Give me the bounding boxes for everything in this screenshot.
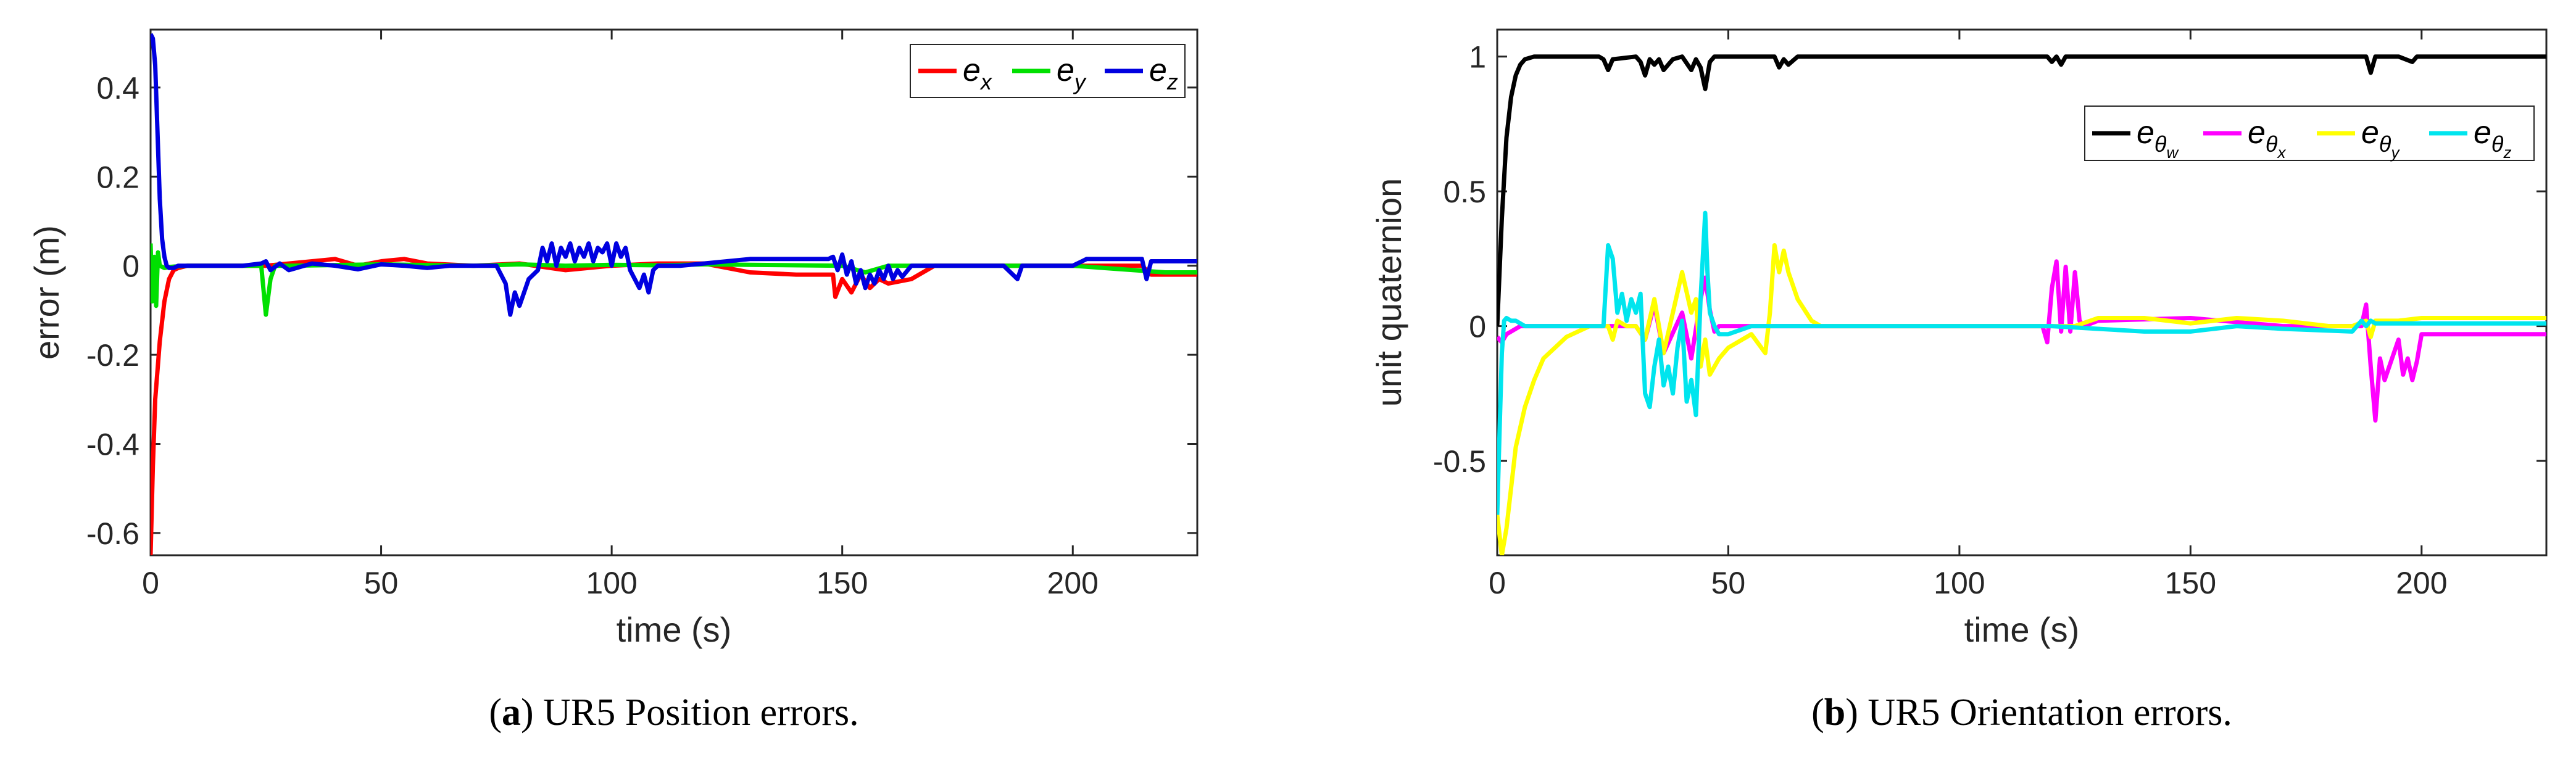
y-tick-label-a-1: 0.2	[96, 160, 139, 194]
series-line-b-w	[1497, 54, 2546, 326]
plot-b-legend: eθw eθx eθy eθz	[2084, 105, 2535, 162]
x-tick-label-b-4: 200	[2396, 566, 2447, 600]
y-tick-label-b-2: 0	[1469, 310, 1486, 344]
caption-b: (b) UR5 Orientation errors.	[1811, 692, 2232, 734]
y-tick-label-a-4: -0.4	[86, 427, 139, 461]
x-tick-label-a-2: 100	[586, 566, 637, 600]
plot-a-lines	[151, 33, 1197, 555]
legend-label-b-y: eθy	[2361, 115, 2400, 162]
y-tick-label-a-2: 0	[122, 249, 139, 284]
caption-b-label: b	[1824, 692, 1845, 734]
legend-label-b-x: eθx	[2248, 115, 2286, 162]
series-line-b-z	[1497, 210, 2546, 515]
y-tick-label-b-0: 1	[1469, 40, 1486, 75]
legend-label-a-x: ex	[963, 52, 993, 94]
plot-a-frame	[149, 28, 1199, 556]
x-tick-label-a-3: 150	[816, 566, 868, 600]
plot-a-ticks: 0 50 100 150 200 0.4 0.2 0 -0.2 -0.4 -0.6	[86, 30, 1197, 600]
caption-a-text: UR5 Position errors.	[534, 692, 859, 734]
y-tick-label-b-3: -0.5	[1433, 444, 1486, 479]
plot-b-lines	[1497, 54, 2546, 555]
x-tick-label-a-0: 0	[142, 566, 159, 600]
y-tick-label-b-1: 0.5	[1443, 175, 1486, 209]
x-tick-label-b-1: 50	[1711, 566, 1746, 600]
x-tick-label-b-2: 100	[1934, 566, 1985, 600]
caption-a: (a) UR5 Position errors.	[489, 692, 858, 734]
x-tick-label-b-3: 150	[2165, 566, 2216, 600]
series-line-a-z	[151, 33, 1197, 317]
caption-b-text: UR5 Orientation errors.	[1858, 692, 2232, 734]
plot-a-legend: ex ey ez	[910, 44, 1186, 98]
orientation-errors-chart: 0 50 100 150 200 1 0.5 0 -0.5 eθw eθx eθy eθz time …	[1369, 28, 2548, 734]
legend-label-b-z: eθz	[2474, 115, 2511, 162]
plot-b-ylabel: unit quaternion	[1369, 178, 1408, 407]
position-errors-chart: 0 50 100 150 200 0.4 0.2 0 -0.2 -0.4 -0.6 ex ey ez t…	[27, 28, 1199, 734]
legend-label-a-y: ey	[1057, 52, 1087, 94]
x-tick-label-b-0: 0	[1489, 566, 1506, 600]
y-tick-label-a-3: -0.2	[86, 338, 139, 373]
y-tick-label-a-5: -0.6	[86, 516, 139, 551]
caption-a-label: a	[502, 692, 521, 734]
legend-label-a-z: ez	[1149, 52, 1178, 94]
x-tick-label-a-1: 50	[364, 566, 399, 600]
plot-b-xlabel: time (s)	[1964, 610, 2080, 649]
plot-a-xlabel: time (s)	[617, 610, 732, 649]
plot-a-ylabel: error (m)	[27, 225, 66, 360]
legend-label-b-w: eθw	[2137, 115, 2179, 162]
y-tick-label-a-0: 0.4	[96, 71, 139, 105]
x-tick-label-a-4: 200	[1047, 566, 1099, 600]
